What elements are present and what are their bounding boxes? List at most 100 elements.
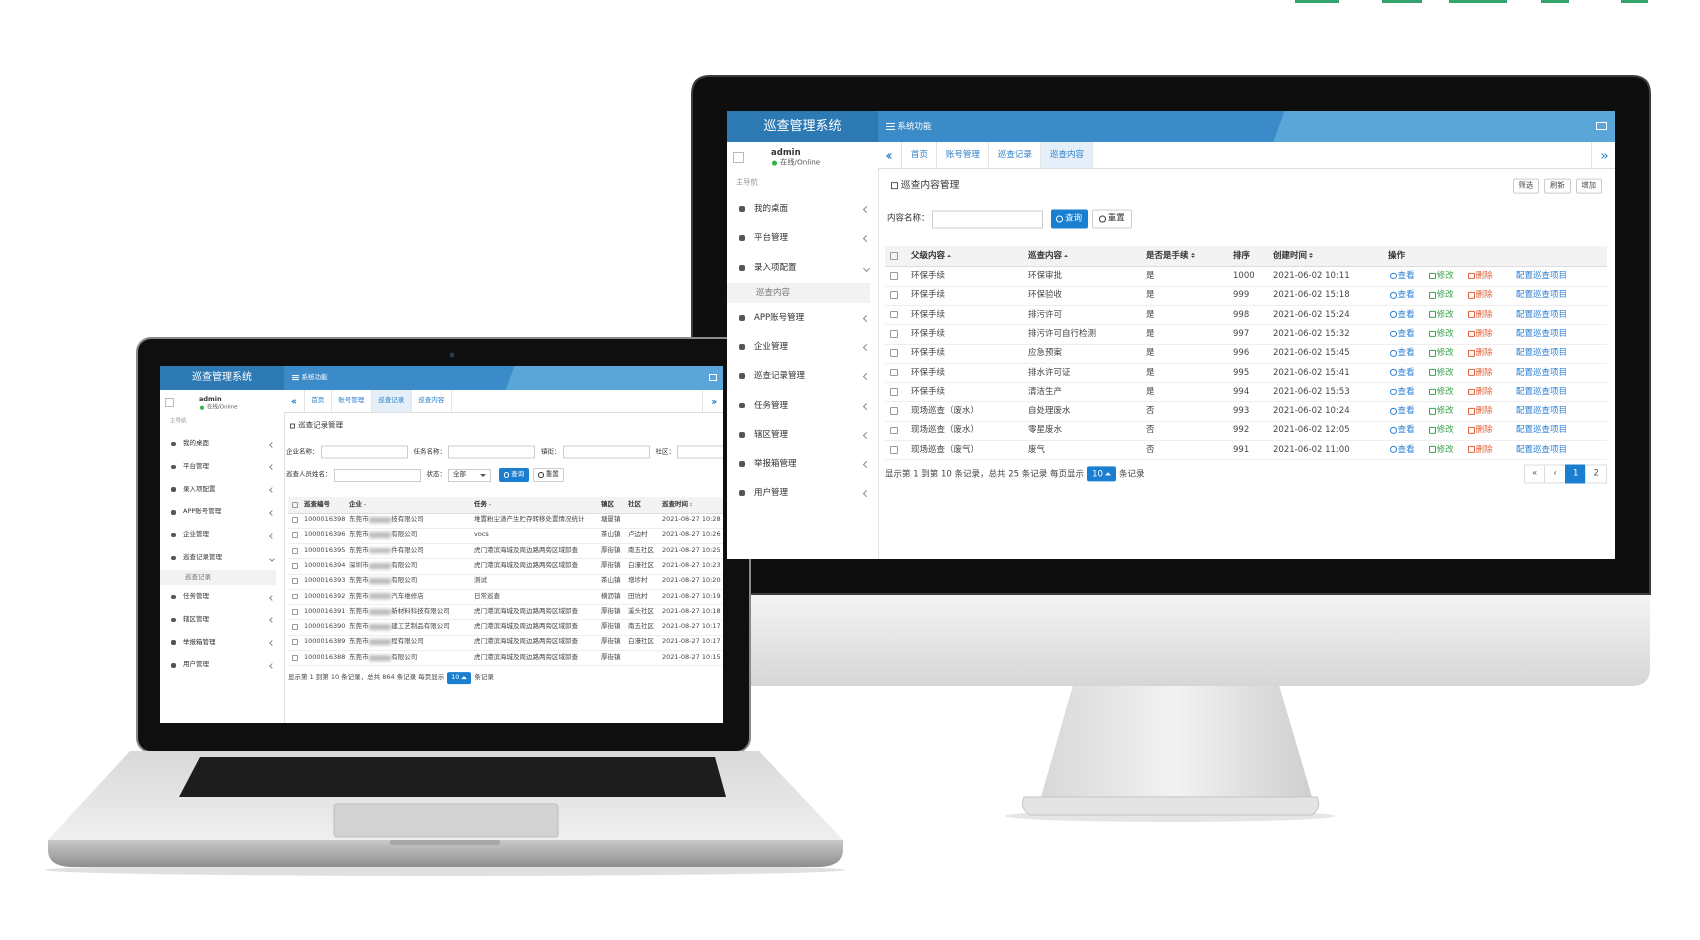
top-menu[interactable]: 系统功能	[292, 373, 328, 382]
row-checkbox[interactable]	[292, 502, 298, 508]
tab-scroll-left[interactable]	[878, 142, 903, 168]
row-checkbox[interactable]	[890, 310, 898, 319]
row-action[interactable]: 删除	[1468, 290, 1493, 300]
filter-input[interactable]	[333, 468, 421, 482]
menu-item[interactable]: 平台管理	[754, 233, 789, 244]
tab[interactable]: 首页	[902, 142, 938, 168]
page-button[interactable]: 2	[1585, 464, 1607, 484]
row-checkbox[interactable]	[292, 593, 298, 600]
row-action[interactable]: 查看	[1390, 425, 1415, 435]
menu-item[interactable]: APP账号管理	[754, 312, 805, 323]
menu-item[interactable]: 辖区管理	[754, 429, 789, 440]
row-action[interactable]: 查看	[1390, 329, 1415, 339]
row-checkbox[interactable]	[292, 517, 298, 523]
tab-scroll-right[interactable]	[1590, 142, 1615, 168]
menu-item[interactable]: 我的桌面	[183, 439, 209, 448]
row-action[interactable]: 配置巡查项目	[1516, 329, 1567, 339]
menu-item[interactable]: 我的桌面	[754, 203, 789, 214]
row-action[interactable]: 配置巡查项目	[1516, 425, 1567, 435]
row-action[interactable]: 删除	[1468, 445, 1493, 455]
page-button[interactable]: 1	[1564, 464, 1587, 484]
row-action[interactable]: 修改	[1429, 290, 1454, 300]
filter-input[interactable]	[320, 445, 408, 459]
menu-item[interactable]: 举报箱管理	[183, 637, 216, 646]
row-action[interactable]: 配置巡查项目	[1516, 271, 1567, 281]
row-action[interactable]: 删除	[1468, 387, 1493, 397]
row-checkbox[interactable]	[292, 578, 298, 585]
row-action[interactable]: 删除	[1468, 271, 1493, 281]
row-action[interactable]: 配置巡查项目	[1516, 290, 1567, 300]
page-size-select[interactable]: 10	[447, 672, 472, 684]
row-checkbox[interactable]	[292, 608, 298, 615]
row-action[interactable]: 查看	[1390, 406, 1415, 416]
menu-item[interactable]: 录入项配置	[183, 484, 216, 493]
row-checkbox[interactable]	[292, 562, 298, 569]
page-button[interactable]: ‹	[1544, 464, 1566, 484]
row-checkbox[interactable]	[890, 291, 898, 300]
tab[interactable]: 巡查记录	[371, 390, 412, 412]
submenu-item[interactable]: 巡查内容	[756, 287, 791, 298]
tab[interactable]: 首页	[305, 390, 332, 412]
tab-scroll-left[interactable]	[284, 390, 305, 412]
toolbar-button[interactable]: 增加	[1575, 178, 1602, 194]
row-action[interactable]: 配置巡查项目	[1516, 367, 1567, 377]
row-checkbox[interactable]	[890, 349, 898, 358]
row-action[interactable]: 配置巡查项目	[1516, 310, 1567, 320]
menu-item[interactable]: 企业管理	[754, 341, 789, 352]
search-button[interactable]: 查询	[1050, 209, 1089, 229]
tab[interactable]: 巡查内容	[1041, 142, 1094, 168]
tab[interactable]: 账号管理	[937, 142, 990, 168]
row-action[interactable]: 配置巡查项目	[1516, 348, 1567, 358]
row-action[interactable]: 修改	[1429, 367, 1454, 377]
row-action[interactable]: 修改	[1429, 271, 1454, 281]
filter-input[interactable]	[931, 210, 1043, 228]
row-action[interactable]: 修改	[1429, 310, 1454, 320]
row-checkbox[interactable]	[890, 387, 898, 396]
search-button[interactable]: 查询	[499, 468, 529, 482]
row-action[interactable]: 删除	[1468, 425, 1493, 435]
row-checkbox[interactable]	[890, 407, 898, 415]
filter-input[interactable]	[677, 445, 723, 459]
menu-item[interactable]: APP账号管理	[183, 507, 222, 516]
row-action[interactable]: 配置巡查项目	[1516, 445, 1567, 455]
row-action[interactable]: 删除	[1468, 348, 1493, 358]
menu-item[interactable]: 任务管理	[183, 592, 209, 601]
menu-item[interactable]: 录入项配置	[754, 262, 797, 273]
top-menu[interactable]: 系统功能	[886, 121, 932, 131]
page-size-select[interactable]: 10	[1086, 466, 1116, 482]
tab[interactable]: 账号管理	[332, 390, 372, 412]
row-action[interactable]: 修改	[1429, 329, 1454, 339]
row-checkbox[interactable]	[292, 547, 298, 554]
row-action[interactable]: 查看	[1390, 367, 1415, 377]
menu-item[interactable]: 用户管理	[754, 488, 789, 499]
row-action[interactable]: 删除	[1468, 329, 1493, 339]
row-action[interactable]: 配置巡查项目	[1516, 387, 1567, 397]
row-checkbox[interactable]	[292, 624, 298, 631]
row-checkbox[interactable]	[292, 532, 298, 539]
row-action[interactable]: 修改	[1429, 425, 1454, 435]
row-checkbox[interactable]	[890, 272, 898, 280]
reset-button[interactable]: 重置	[1092, 209, 1132, 229]
row-action[interactable]: 修改	[1429, 348, 1454, 358]
row-action[interactable]: 删除	[1468, 310, 1493, 320]
menu-item[interactable]: 辖区管理	[183, 614, 209, 623]
row-checkbox[interactable]	[890, 252, 898, 260]
row-action[interactable]: 删除	[1468, 406, 1493, 416]
row-checkbox[interactable]	[890, 445, 898, 454]
row-action[interactable]: 配置巡查项目	[1516, 406, 1567, 416]
row-checkbox[interactable]	[292, 654, 298, 661]
filter-input[interactable]	[562, 445, 650, 459]
row-checkbox[interactable]	[890, 330, 898, 338]
row-action[interactable]: 修改	[1429, 406, 1454, 416]
mail-icon[interactable]	[1596, 121, 1607, 130]
page-button[interactable]: «	[1523, 464, 1546, 484]
menu-item[interactable]: 举报箱管理	[754, 459, 797, 469]
toolbar-button[interactable]: 刷新	[1544, 178, 1571, 194]
row-checkbox[interactable]	[890, 368, 898, 377]
row-checkbox[interactable]	[890, 426, 898, 435]
filter-input[interactable]	[448, 445, 535, 459]
row-action[interactable]: 删除	[1468, 367, 1493, 377]
row-action[interactable]: 查看	[1390, 271, 1415, 281]
submenu-item[interactable]: 巡查记录	[185, 572, 211, 581]
row-action[interactable]: 查看	[1390, 445, 1415, 455]
